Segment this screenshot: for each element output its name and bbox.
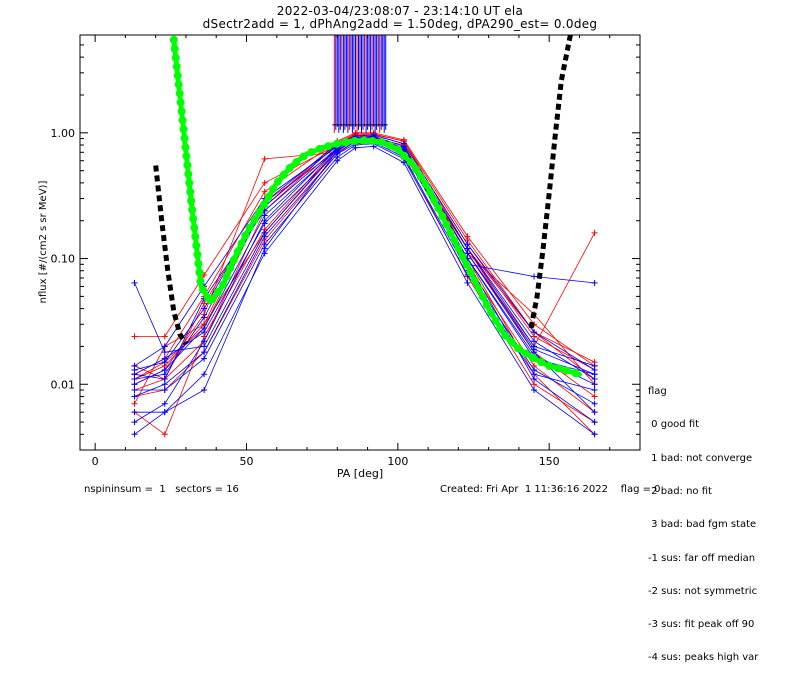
fit-curve-black-right — [528, 35, 573, 329]
data-point — [201, 325, 208, 332]
chart-subtitle: dSectr2add = 1, dPhAng2add = 1.50deg, dP… — [202, 17, 598, 31]
x-axis-label: PA [deg] — [337, 467, 383, 480]
data-point — [464, 279, 471, 286]
legend-item: 2 bad: no fit — [648, 486, 712, 498]
legend-item: -1 sus: far off median — [648, 552, 756, 564]
data-point — [334, 157, 341, 164]
series-line-blue — [134, 139, 595, 385]
data-point — [531, 338, 538, 345]
fit-curve-green-dots — [169, 35, 584, 379]
series-line-red — [134, 134, 595, 385]
data-point — [201, 343, 208, 350]
data-point — [591, 387, 598, 394]
data-point — [464, 250, 471, 257]
legend-item: 1 bad: not converge — [648, 452, 753, 464]
data-point — [591, 362, 598, 369]
data-point — [261, 245, 268, 252]
data-point — [531, 376, 538, 383]
data-point — [261, 155, 268, 162]
data-point — [131, 371, 138, 378]
data-point — [201, 314, 208, 321]
data-point — [161, 431, 168, 438]
data-point — [131, 387, 138, 394]
x-tick-label: 100 — [387, 455, 408, 468]
data-point — [591, 371, 598, 378]
data-point — [161, 333, 168, 340]
data-point — [131, 333, 138, 340]
data-point — [161, 366, 168, 373]
data-point — [131, 431, 138, 438]
data-point — [131, 393, 138, 400]
x-tick-label: 150 — [539, 455, 560, 468]
data-point — [201, 305, 208, 312]
data-point — [531, 381, 538, 388]
data-point — [591, 381, 598, 388]
data-point — [261, 179, 268, 186]
data-point — [161, 381, 168, 388]
data-point — [531, 387, 538, 394]
data-point — [131, 409, 138, 416]
data-point — [591, 229, 598, 236]
data-point — [591, 393, 598, 400]
plot-frame — [79, 34, 641, 451]
data-point — [591, 409, 598, 416]
data-point — [261, 233, 268, 240]
legend-title: flag — [648, 386, 667, 398]
data-point — [201, 387, 208, 394]
y-tick-label: 0.01 — [51, 378, 76, 391]
legend-item: -2 sus: not symmetric — [648, 585, 758, 597]
data-point — [161, 359, 168, 366]
data-point — [400, 159, 407, 166]
data-point — [591, 431, 598, 438]
footer-created-info: Created: Fri Apr 1 11:36:16 2022 flag = … — [440, 484, 661, 495]
y-tick-label: 0.10 — [51, 253, 76, 266]
data-point — [161, 400, 168, 407]
data-point — [201, 349, 208, 356]
data-point — [161, 349, 168, 356]
data-point — [161, 387, 168, 394]
data-point — [131, 362, 138, 369]
y-axis-label: nflux [#/(cm2 s sr MeV)] — [38, 181, 49, 304]
data-point — [531, 346, 538, 353]
footer-sector-info: nspininsum = 1 sectors = 16 — [84, 484, 239, 495]
data-point — [261, 217, 268, 224]
data-point — [591, 400, 598, 407]
data-point — [531, 329, 538, 336]
data-point — [131, 279, 138, 286]
chart-title: 2022-03-04/23:08:07 - 23:14:10 UT ela — [276, 4, 524, 18]
legend-item: 0 good fit — [648, 419, 700, 431]
data-point — [131, 381, 138, 388]
data-point — [131, 400, 138, 407]
legend-item: -4 sus: peaks high var — [648, 652, 759, 664]
data-point — [201, 338, 208, 345]
data-point — [161, 343, 168, 350]
data-point — [161, 376, 168, 383]
spike-cluster — [332, 35, 388, 133]
flag-legend: flag 0 good fit 1 bad: not converge 2 ba… — [648, 364, 758, 675]
legend-item: 3 bad: bad fgm state — [648, 519, 757, 531]
axis-layer: 0 50 100 150 0.01 0.10 1.00 — [51, 34, 640, 468]
fit-curve-black-left — [153, 165, 189, 346]
data-point — [261, 188, 268, 195]
x-tick-label: 50 — [239, 455, 253, 468]
data-point — [591, 279, 598, 286]
data-point — [591, 419, 598, 426]
x-tick-label: 0 — [92, 455, 99, 468]
y-tick-label: 1.00 — [51, 127, 76, 140]
data-point — [161, 409, 168, 416]
pitch-angle-flux-chart: 0 50 100 150 0.01 0.10 1.00 PA [deg] nflux [#/… — [38, 34, 641, 480]
fit-layer — [153, 35, 584, 379]
data-point — [201, 355, 208, 362]
data-point — [531, 366, 538, 373]
data-point — [201, 371, 208, 378]
data-point — [131, 419, 138, 426]
data-point — [531, 273, 538, 280]
legend-item: -3 sus: fit peak off 90 — [648, 619, 755, 631]
data-point — [464, 233, 471, 240]
